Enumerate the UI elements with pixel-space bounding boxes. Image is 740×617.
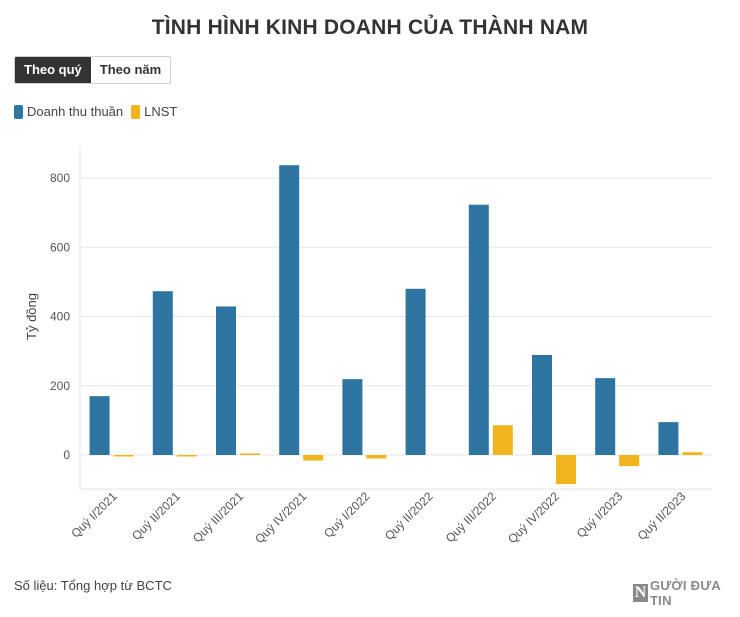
y-tick-label: 800 [50,171,70,185]
legend-item-profit[interactable]: LNST [131,104,177,119]
x-tick-label: Quý I/2021 [68,489,120,541]
y-tick-label: 200 [50,379,70,393]
logo-mark: N [633,584,648,602]
bar-profit [556,455,576,485]
bar-profit [682,452,703,455]
y-tick-label: 400 [50,310,70,324]
bar-revenue [279,165,300,455]
chart-legend: Doanh thu thuần LNST [14,104,185,119]
bar-profit [619,455,640,467]
legend-label-profit: LNST [144,104,178,119]
bar-profit [113,455,134,457]
legend-label-revenue: Doanh thu thuần [27,104,124,119]
x-tick-label: Quý IV/2021 [252,489,309,546]
bar-revenue [152,291,173,455]
bar-profit [176,455,197,457]
y-tick-label: 600 [50,240,70,254]
bar-revenue [216,306,236,455]
bar-profit [492,425,513,455]
x-tick-label: Quý II/2021 [129,489,183,543]
x-tick-label: Quý II/2022 [382,489,436,543]
bar-profit [303,455,324,461]
bar-revenue [89,396,110,455]
period-toggle: Theo quý Theo năm [14,56,172,84]
bar-revenue [532,354,552,455]
legend-swatch-revenue [14,104,23,119]
tab-yearly[interactable]: Theo năm [90,57,171,83]
x-tick-label: Quý II/2023 [635,489,689,543]
y-axis-label: Tỷ đồng [24,293,39,340]
tab-quarterly[interactable]: Theo quý [15,57,91,83]
x-tick-label: Quý IV/2022 [505,489,562,546]
y-tick-label: 0 [63,448,70,462]
logo-text: GƯỜI ĐƯA TIN [649,578,721,608]
bar-profit [366,455,387,459]
bar-revenue [595,378,616,455]
source-note: Số liệu: Tổng hợp từ BCTC [14,578,172,593]
bar-revenue [468,204,489,455]
bar-profit [240,453,260,455]
bar-revenue [658,422,679,455]
legend-swatch-profit [131,104,141,119]
legend-item-revenue[interactable]: Doanh thu thuần [14,104,123,119]
chart-title: TÌNH HÌNH KINH DOANH CỦA THÀNH NAM [151,16,589,39]
x-tick-label: Quý I/2023 [574,489,626,541]
brand-logo: N GƯỜI ĐƯA TIN [633,578,740,608]
x-tick-label: Quý I/2022 [321,489,373,541]
bar-revenue [405,288,426,455]
x-tick-label: Quý III/2022 [443,489,499,545]
x-tick-label: Quý III/2021 [190,489,246,545]
bar-revenue [342,379,363,455]
